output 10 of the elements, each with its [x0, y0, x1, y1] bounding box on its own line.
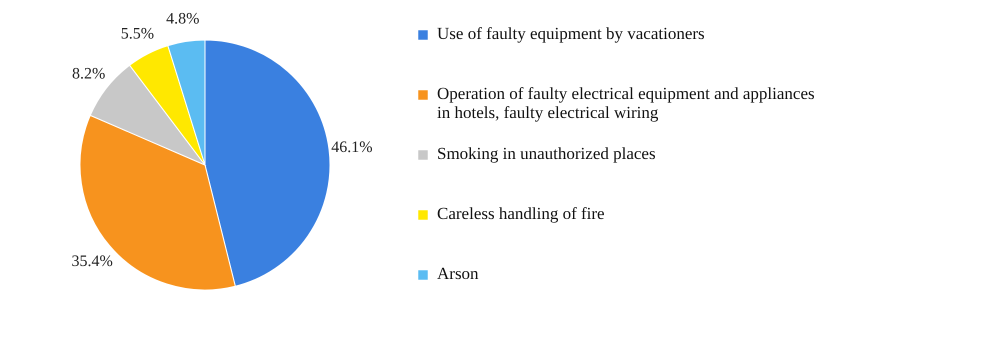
data-label: 4.8%	[166, 10, 200, 28]
data-label: 8.2%	[72, 66, 106, 83]
legend-label: Operation of faulty electrical equipment and appliances in hotels, faulty electrical wiring	[437, 84, 815, 122]
legend-label: Arson	[437, 264, 480, 283]
data-label: 46.1%	[331, 138, 373, 156]
data-label: 5.5%	[120, 25, 154, 42]
data-label: 35.4%	[71, 252, 113, 270]
legend-label: Careless handling of fire	[437, 204, 605, 223]
legend-label: Smoking in unauthorized places	[437, 144, 656, 163]
legend-label: Use of faulty equipment by vacationers	[437, 24, 705, 43]
